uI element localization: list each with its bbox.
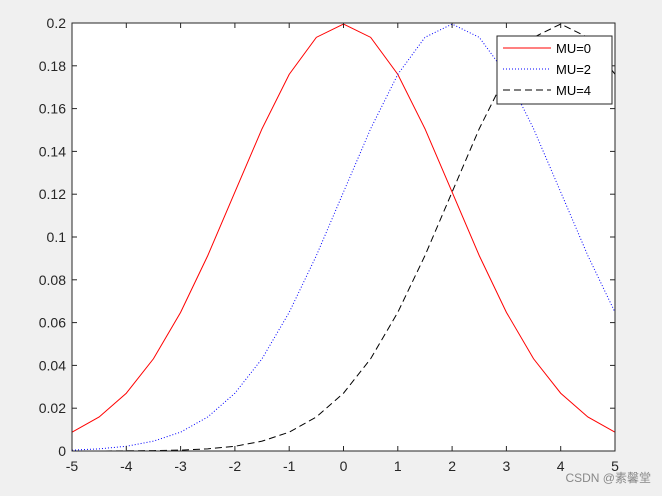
x-tick-label: -4 [120,458,133,474]
x-tick-label: 1 [394,458,402,474]
legend-box [496,35,613,105]
x-tick-label: -1 [283,458,296,474]
line [72,23,615,451]
y-tick-label: 0.1 [47,229,67,245]
legend-label: MU=2 [556,62,591,77]
legend-label: MU=4 [556,83,591,98]
x-tick-label: 0 [340,458,348,474]
y-tick-label: 0.2 [47,15,67,31]
y-tick-label: 0.02 [39,400,66,416]
y-tick-label: 0 [58,443,66,459]
legend-label: MU=0 [556,41,591,56]
ticks: -5 -4 -3 -2 -1 0 1 2 3 4 5 0 0.02 0.04 0.06 0.08 0.1 0.12… [39,15,619,474]
x-tick-label: 5 [611,458,619,474]
x-tick-label: 4 [557,458,565,474]
y-tick-label: 0.06 [39,315,66,331]
x-tick-label: -5 [66,458,79,474]
y-tick-label: 0.16 [39,101,66,117]
x-tick-label: -3 [174,458,187,474]
x-tick-label: 2 [448,458,456,474]
y-tick-label: 0.08 [39,272,66,288]
y-tick-label: 0.18 [39,58,66,74]
y-tick-label: 0.12 [39,186,66,202]
x-tick-label: -2 [229,458,242,474]
y-tick-label: 0.14 [39,143,66,159]
x-tick-label: 3 [503,458,511,474]
watermark: CSDN @素馨堂 [565,470,651,485]
y-tick-label: 0.04 [39,357,66,373]
legend: MU=0 MU=2 MU=4 [496,35,613,105]
